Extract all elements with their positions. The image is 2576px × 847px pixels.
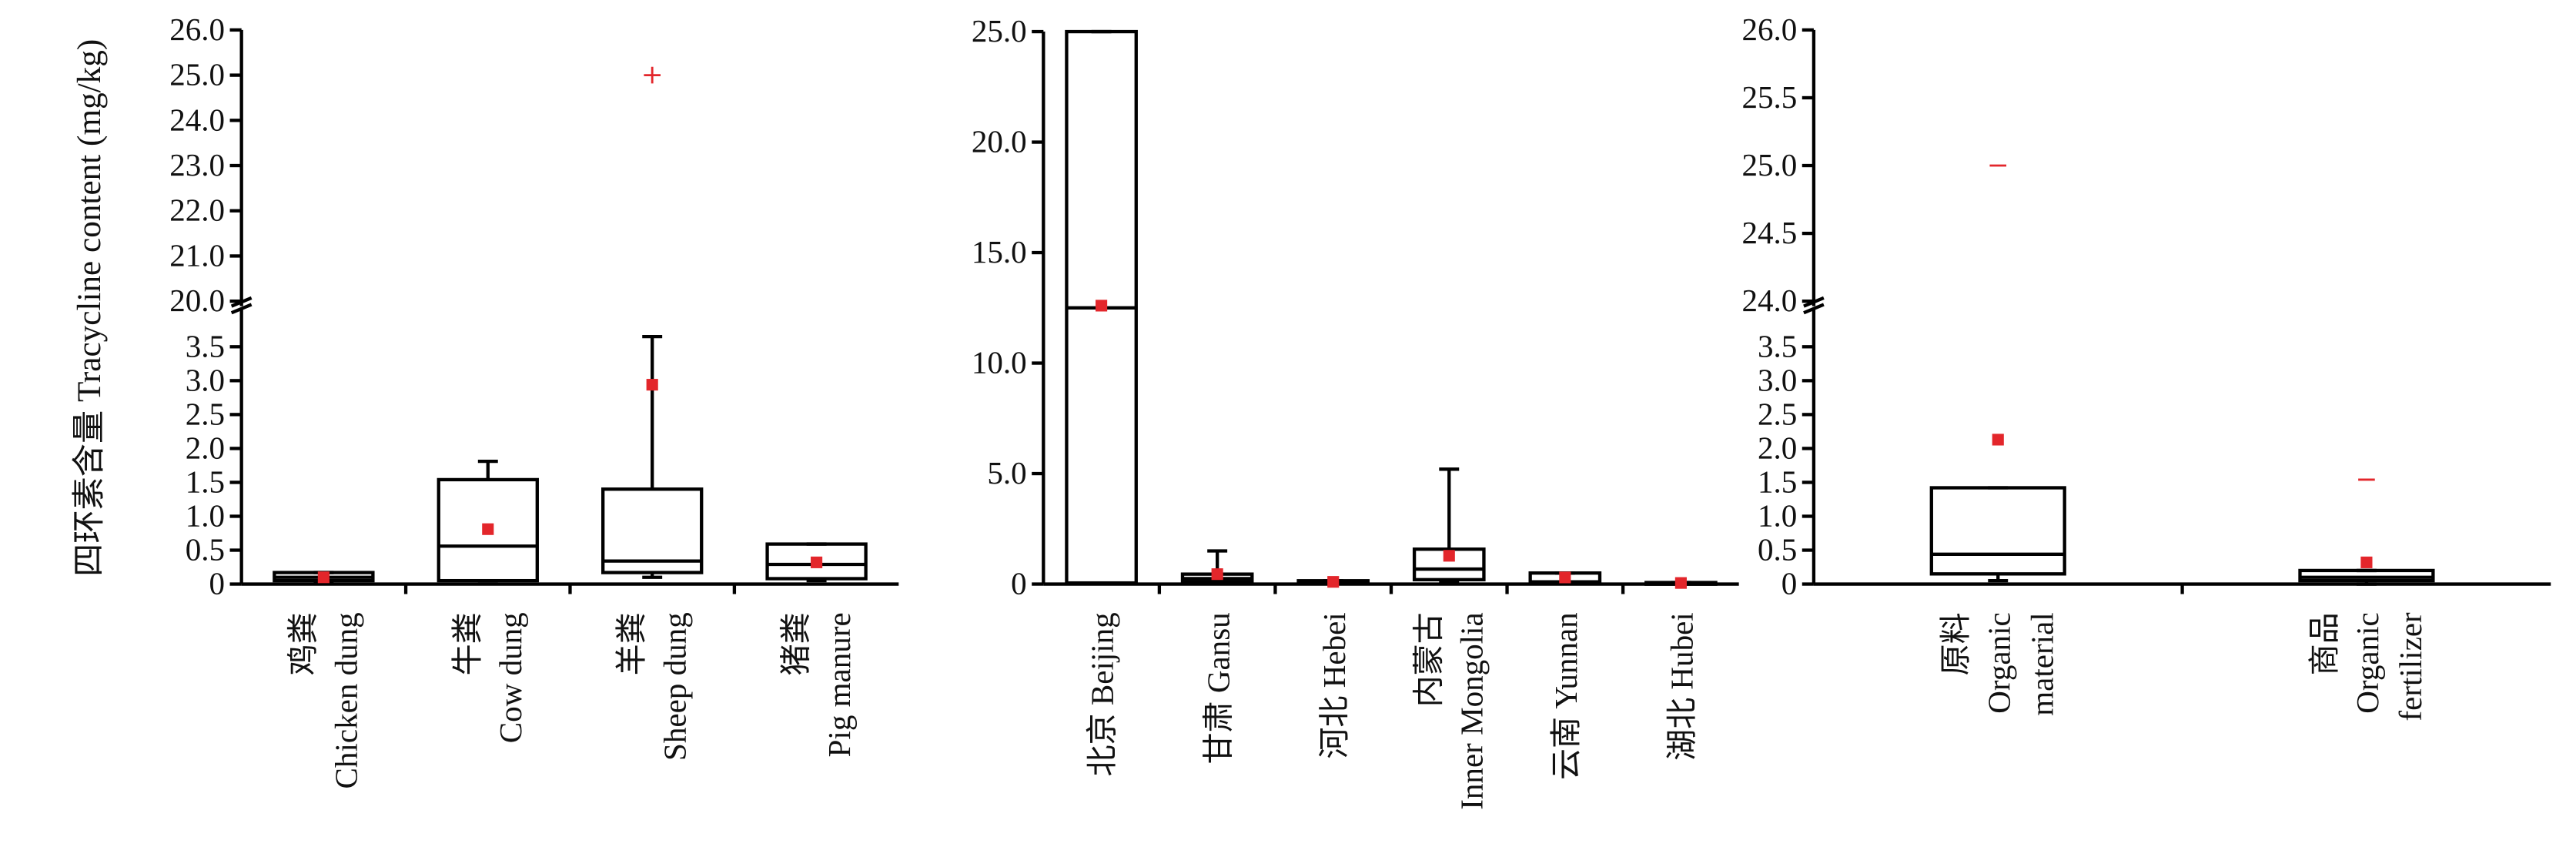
y-tick-label: 0 xyxy=(1781,566,1798,601)
y-tick-label: 3.5 xyxy=(1758,328,1797,363)
y-tick-label: 3.0 xyxy=(1758,362,1797,397)
y-tick-label: 20.0 xyxy=(169,283,225,318)
mean-marker xyxy=(1443,550,1455,562)
x-tick-label: 鸡粪 xyxy=(285,612,320,675)
y-tick-label: 0 xyxy=(1011,566,1027,601)
y-tick-label: 15.0 xyxy=(972,234,1027,270)
x-tick-label: material xyxy=(2025,612,2060,715)
y-tick-label: 1.5 xyxy=(1758,464,1797,499)
mean-marker xyxy=(2360,556,2373,568)
y-tick-label: 0.5 xyxy=(186,531,225,567)
y-tick-label: 26.0 xyxy=(1741,12,1797,47)
y-tick-label: 2.0 xyxy=(1758,430,1797,465)
x-tick-label: Chicken dung xyxy=(329,612,364,788)
box xyxy=(601,487,704,574)
x-tick-label: 原料 xyxy=(1938,612,1973,675)
y-tick-label: 22.0 xyxy=(169,192,225,228)
outlier xyxy=(644,66,661,84)
y-tick-label: 25.0 xyxy=(1741,147,1797,182)
box xyxy=(437,477,539,583)
y-tick-label: 1.0 xyxy=(1758,497,1797,533)
box xyxy=(2298,568,2435,583)
x-tick-label: 北京 Beijing xyxy=(1085,612,1120,776)
x-tick-label: Pig manure xyxy=(821,612,857,757)
y-tick-label: 2.0 xyxy=(186,430,225,465)
y-tick-label: 10.0 xyxy=(972,345,1027,380)
box xyxy=(765,542,868,581)
mean-marker xyxy=(1211,568,1223,581)
y-tick-label: 1.5 xyxy=(186,464,225,499)
x-tick-label: Organic xyxy=(1981,612,2016,713)
x-tick-label: 河北 Hebei xyxy=(1316,612,1352,758)
mean-marker xyxy=(317,571,330,584)
mean-marker xyxy=(1674,577,1687,589)
mean-marker xyxy=(646,379,658,391)
x-tick-label: fertilizer xyxy=(2393,612,2428,721)
y-tick-label: 5.0 xyxy=(987,455,1026,490)
mean-marker xyxy=(1327,576,1340,588)
y-tick-label: 24.5 xyxy=(1741,215,1797,250)
y-axis-label: 四环素含量 Tracycline content (mg/kg) xyxy=(71,39,108,577)
y-tick-label: 2.5 xyxy=(186,396,225,431)
x-tick-label: 羊粪 xyxy=(614,612,649,675)
y-tick-label: 25.0 xyxy=(169,57,225,92)
y-tick-label: 24.0 xyxy=(169,102,225,137)
mean-marker xyxy=(811,556,823,568)
x-tick-label: Inner Mongolia xyxy=(1454,612,1489,809)
y-tick-label: 3.0 xyxy=(186,362,225,397)
y-tick-label: 23.0 xyxy=(169,147,225,182)
x-tick-label: 牛粪 xyxy=(450,612,485,675)
x-tick-label: Sheep dung xyxy=(657,612,692,761)
mean-marker xyxy=(1559,571,1571,584)
x-tick-label: 甘肃 Gansu xyxy=(1200,612,1236,764)
y-tick-label: 1.0 xyxy=(186,497,225,533)
y-tick-label: 2.5 xyxy=(1758,396,1797,431)
y-tick-label: 0.5 xyxy=(1758,531,1797,567)
y-tick-label: 3.5 xyxy=(186,328,225,363)
mean-marker xyxy=(482,523,494,535)
x-tick-label: Organic xyxy=(2350,612,2385,713)
y-tick-label: 25.5 xyxy=(1741,79,1797,115)
y-tick-label: 24.0 xyxy=(1741,283,1797,318)
box xyxy=(1929,486,2066,576)
mean-marker xyxy=(1992,434,2004,446)
axis-break xyxy=(1803,303,1825,315)
x-tick-label: 湖北 Hubei xyxy=(1664,612,1700,761)
y-tick-label: 25.0 xyxy=(972,13,1027,49)
axis-break xyxy=(230,303,253,315)
y-tick-label: 26.0 xyxy=(169,12,225,47)
x-tick-label: 猪粪 xyxy=(778,612,814,675)
mean-marker xyxy=(1096,300,1108,312)
x-tick-label: 云南 Yunnan xyxy=(1548,612,1584,780)
x-tick-label: 商品 xyxy=(2307,612,2342,675)
y-tick-label: 21.0 xyxy=(169,237,225,273)
y-tick-label: 20.0 xyxy=(972,124,1027,159)
y-tick-label: 0 xyxy=(209,566,226,601)
x-tick-label: Cow dung xyxy=(493,612,528,743)
box xyxy=(1412,547,1486,581)
x-tick-label: 内蒙古 xyxy=(1410,612,1446,707)
